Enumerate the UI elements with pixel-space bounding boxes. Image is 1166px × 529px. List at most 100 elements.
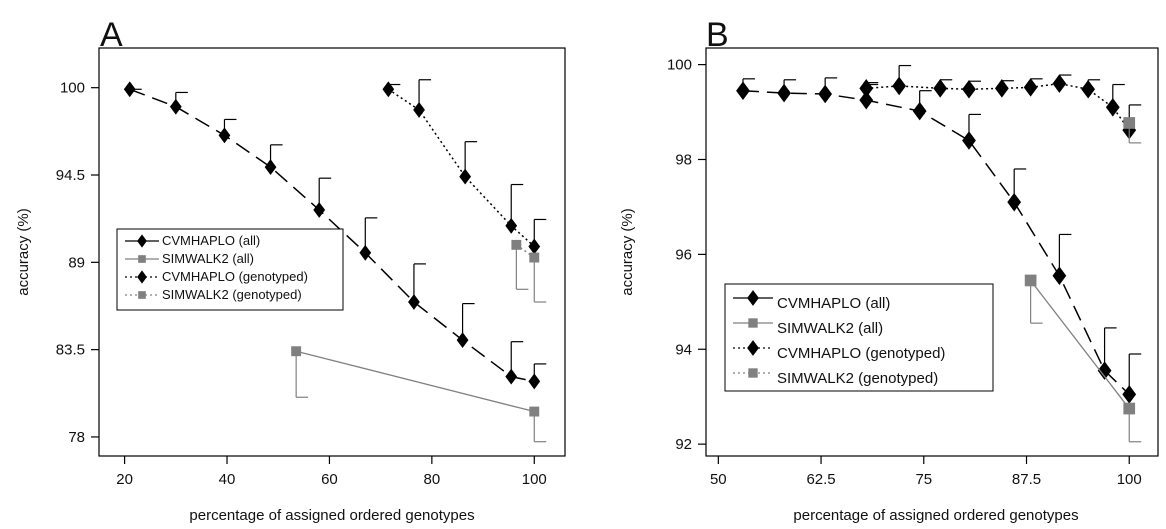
series-2 — [382, 79, 547, 255]
legend-label: CVMHAPLO (genotyped) — [777, 345, 945, 362]
data-point — [511, 239, 522, 250]
y-tick-label: 100 — [60, 80, 85, 97]
data-point — [859, 90, 874, 110]
data-point — [777, 83, 791, 103]
data-point — [962, 131, 976, 150]
legend-item-3: SIMWALK2 (genotyped) — [733, 368, 938, 387]
data-point — [413, 101, 425, 118]
series-1 — [291, 346, 547, 443]
y-tick-label: 92 — [675, 436, 692, 453]
series-3 — [511, 239, 547, 303]
legend-box — [116, 228, 344, 311]
series-line — [866, 82, 1130, 131]
legend-item-1: SIMWALK2 (all) — [125, 251, 254, 266]
data-point — [933, 79, 948, 98]
y-tick-label: 98 — [675, 151, 692, 168]
data-point — [912, 101, 927, 121]
y-tick-label: 78 — [68, 429, 85, 446]
plot-frame — [705, 47, 1159, 457]
legend-item-1: SIMWALK2 (all) — [733, 318, 883, 337]
y-tick-label: 94 — [675, 341, 692, 358]
legend-marker — [748, 368, 758, 378]
y-tick-label: 96 — [675, 246, 692, 263]
data-point — [456, 332, 469, 349]
data-point — [169, 98, 182, 115]
panel-label: A — [100, 16, 123, 54]
plot-area — [123, 79, 547, 443]
legend-item-2: CVMHAPLO (genotyped) — [733, 340, 945, 362]
data-point — [1123, 402, 1136, 415]
data-point — [459, 168, 472, 185]
legend-marker — [137, 270, 147, 284]
panel-b: B accuracy (%) percentage of assigned or… — [619, 16, 1159, 524]
data-point — [1081, 79, 1096, 99]
data-point — [818, 84, 833, 104]
y-tick-label: 89 — [68, 254, 85, 271]
data-point — [994, 79, 1009, 98]
panel-a: A accuracy (%) percentage of assigned or… — [15, 16, 566, 524]
panel-label: B — [706, 16, 729, 54]
data-point — [264, 159, 277, 175]
data-point — [291, 346, 302, 357]
data-point — [123, 81, 136, 98]
x-tick-label: 87.5 — [1012, 471, 1041, 488]
x-tick-label: 20 — [116, 471, 133, 488]
data-point — [528, 373, 541, 390]
data-point — [505, 217, 518, 234]
data-point — [1007, 192, 1022, 212]
legend-label: SIMWALK2 (genotyped) — [777, 370, 938, 387]
series-line — [1030, 280, 1130, 409]
data-point — [218, 127, 231, 144]
axes: 50 62.5 75 87.5 100 92 94 96 98 100 — [667, 57, 1142, 488]
x-tick-label: 100 — [1117, 471, 1142, 488]
data-point — [859, 79, 874, 98]
data-point — [962, 79, 976, 99]
data-point — [892, 76, 907, 96]
legend-marker — [138, 255, 146, 263]
x-axis-title: percentage of assigned ordered genotypes — [189, 507, 474, 524]
data-point — [1105, 98, 1120, 117]
data-point — [505, 368, 518, 385]
series-1 — [1024, 274, 1142, 443]
data-point — [408, 294, 420, 310]
data-point — [1052, 74, 1067, 93]
legend: CVMHAPLO (all) SIMWALK2 (all) CVMHAPLO (… — [724, 283, 994, 392]
data-point — [1024, 274, 1037, 287]
legend-item-2: CVMHAPLO (genotyped) — [125, 269, 308, 284]
series-line — [387, 88, 535, 248]
x-tick-label: 75 — [915, 471, 932, 488]
x-axis-title: percentage of assigned ordered genotypes — [793, 507, 1078, 524]
legend-label: SIMWALK2 (all) — [162, 251, 254, 266]
plot-area — [736, 64, 1142, 443]
data-point — [382, 81, 395, 98]
y-axis-title: accuracy (%) — [619, 208, 636, 296]
y-tick-label: 94.5 — [56, 167, 85, 184]
legend-marker — [137, 234, 147, 248]
legend-label: CVMHAPLO (genotyped) — [162, 269, 308, 284]
legend-marker — [747, 290, 759, 306]
data-point — [529, 406, 540, 417]
legend-item-3: SIMWALK2 (genotyped) — [125, 287, 302, 302]
data-point — [359, 244, 372, 261]
legend-label: SIMWALK2 (genotyped) — [162, 287, 302, 302]
x-tick-label: 40 — [219, 471, 236, 488]
y-tick-label: 100 — [667, 57, 692, 74]
data-point — [1052, 266, 1067, 286]
series-3 — [1123, 117, 1142, 144]
legend-marker — [138, 291, 146, 299]
legend: CVMHAPLO (all) SIMWALK2 (all) CVMHAPLO (… — [116, 228, 344, 311]
series-line — [742, 89, 1130, 395]
x-tick-label: 100 — [522, 471, 547, 488]
legend-marker — [747, 340, 759, 356]
x-tick-label: 62.5 — [806, 471, 835, 488]
x-tick-label: 60 — [321, 471, 338, 488]
data-point — [1097, 361, 1112, 380]
legend-label: CVMHAPLO (all) — [162, 233, 260, 248]
data-point — [1023, 78, 1038, 97]
legend-label: CVMHAPLO (all) — [777, 295, 890, 312]
series-0 — [123, 81, 547, 390]
y-tick-label: 83.5 — [56, 342, 85, 359]
legend-item-0: CVMHAPLO (all) — [125, 233, 260, 248]
plot-frame — [98, 47, 566, 457]
